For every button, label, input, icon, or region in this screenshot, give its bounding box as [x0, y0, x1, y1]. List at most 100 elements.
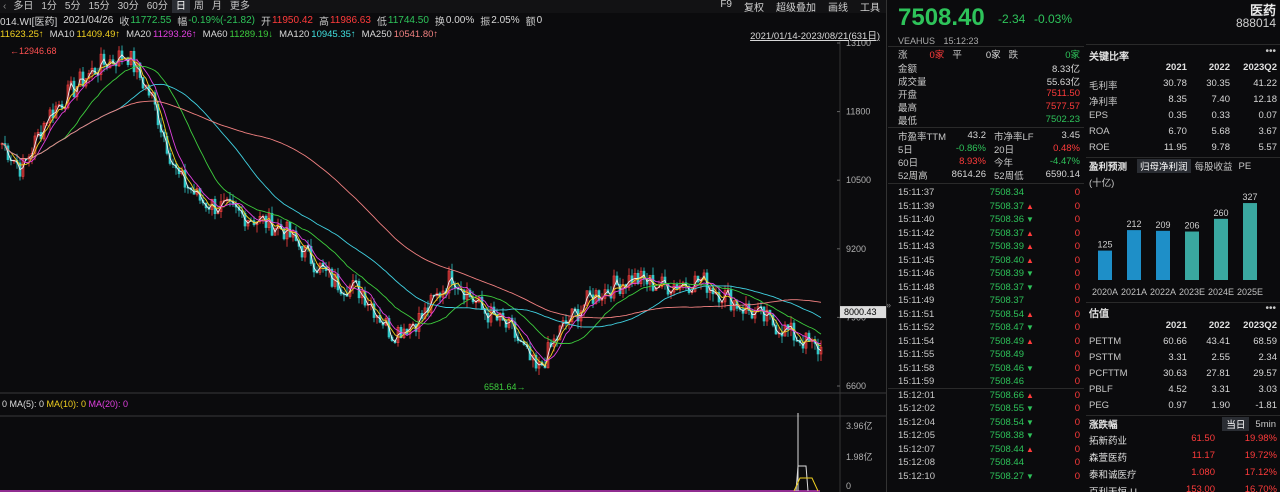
collapse-panel-icon[interactable]: » [886, 300, 892, 310]
mover-name[interactable]: 拓新药业 [1089, 436, 1128, 447]
period-tab-6[interactable]: 日 [171, 0, 190, 13]
volume-axis-tick: 0 [846, 481, 851, 491]
row-value: 30.35 [1206, 78, 1230, 89]
forecast-bar-label: 2023E [1179, 287, 1205, 297]
period-tab-2[interactable]: 5分 [64, 1, 81, 12]
date-range[interactable]: 2021/01/14-2023/08/21(631日) [750, 30, 880, 42]
up-arrow-icon: ▲ [1026, 309, 1034, 319]
candle-body [375, 315, 379, 318]
tab-net-profit[interactable]: 归母净利润 [1137, 159, 1191, 173]
toolbar-button-3[interactable]: 画线 [828, 3, 848, 14]
period-tab-9[interactable]: 更多 [229, 1, 250, 12]
mover-name[interactable]: 森萱医药 [1089, 453, 1128, 464]
candle-body [585, 290, 589, 306]
tick-time: 15:11:54 [898, 335, 935, 347]
period-tab-7[interactable]: 周 [193, 1, 204, 12]
up-arrow-icon: ▲ [1026, 390, 1034, 400]
ma60-label: MA60 [202, 29, 228, 40]
mover-name[interactable]: 百利天恒-U [1089, 484, 1175, 492]
candle-body [66, 84, 70, 109]
toolbar-button-0[interactable]: F9 [720, 0, 732, 10]
mover-row[interactable]: 森萱医药 11.17 19.72% [1089, 450, 1277, 464]
period-tab-3[interactable]: 15分 [88, 1, 110, 12]
tick-row: 15:12:10 7508.27 ▼ 0 [898, 470, 1080, 483]
tick-row: 15:12:08 7508.44 0 [898, 456, 1080, 469]
mover-price: 153.00 [1185, 484, 1215, 492]
candle-body [804, 332, 808, 349]
tick-price: 7508.37 [989, 227, 1024, 239]
scroll-left-icon[interactable]: ‹ [3, 1, 7, 12]
year-header: 2022 [1208, 320, 1230, 331]
tick-row: 15:11:40 7508.36 ▼ 0 [898, 213, 1080, 226]
quote-row-label: 成交量 [898, 76, 927, 88]
ma20-label: MA20 [126, 29, 151, 40]
toolbar-button-2[interactable]: 超级叠加 [776, 3, 816, 14]
ratios-title: 关键比率 [1089, 52, 1129, 63]
row-value: 29.57 [1253, 368, 1277, 379]
tick-price: 7508.38 [989, 430, 1024, 441]
candle-body [333, 273, 337, 287]
candle-body [594, 290, 598, 304]
tick-price: 7508.66 [989, 389, 1024, 401]
mover-row[interactable]: 百利天恒-U 153.00 16.70% [1089, 484, 1277, 492]
period-tab-0[interactable]: 多日 [13, 1, 34, 12]
tick-time: 15:11:59 [898, 376, 935, 387]
tab-today[interactable]: 当日 [1222, 417, 1250, 431]
candle-body [669, 291, 673, 295]
tab-pe[interactable]: PE [1238, 160, 1252, 172]
period-tab-8[interactable]: 月 [211, 1, 222, 12]
dec-label: 跌 [1008, 49, 1019, 61]
last-price: 7508.40 [898, 4, 985, 31]
mover-row[interactable]: 拓新药业 61.50 19.98% [1089, 433, 1277, 447]
forecast-bar-label: 2020A [1092, 287, 1118, 297]
table-row: PEG 0.97 1.90 -1.81 [1089, 400, 1277, 413]
vol-label: 额 [525, 16, 536, 28]
tick-row: 15:11:58 7508.46 ▼ 0 [898, 362, 1080, 375]
row-value: 3.67 [1258, 126, 1277, 137]
tick-price: 7508.40 [989, 254, 1024, 266]
ma-line-0 [1, 54, 822, 368]
tab-5min[interactable]: 5min [1255, 418, 1276, 430]
candle-body [21, 158, 25, 177]
tick-price: 7508.54 [989, 308, 1024, 320]
mover-row[interactable]: 泰和诚医疗 1.080 17.12% [1089, 467, 1277, 481]
period-tab-4[interactable]: 30分 [117, 1, 139, 12]
row-value: 1.90 [1211, 400, 1230, 411]
toolbar-right: F9 复权 超级叠加 画线 工具 [714, 0, 886, 14]
candle-body [246, 220, 250, 227]
table-header: 2021 2022 2023Q2 [1089, 62, 1277, 75]
period-tab-1[interactable]: 1分 [41, 1, 57, 12]
row-value: 2.34 [1258, 352, 1277, 363]
table-row: 毛利率 30.78 30.35 41.22 [1089, 78, 1277, 92]
toolbar-button-1[interactable]: 复权 [744, 3, 764, 14]
tick-price: 7508.34 [989, 187, 1024, 198]
candle-body [210, 198, 214, 210]
period-tab-5[interactable]: 60分 [146, 1, 168, 12]
forecast-bar-chart: 125 2020A 212 2021A 209 2022A 206 2023E 260 2024E… [1092, 192, 1263, 297]
valuation-more-icon[interactable]: ••• [1265, 303, 1276, 314]
ratios-more-icon[interactable]: ••• [1265, 46, 1276, 57]
tick-row: 15:11:42 7508.37 ▲ 0 [898, 227, 1080, 240]
quote-row-value: 7577.57 [1045, 101, 1080, 112]
low-label: 低 [376, 16, 387, 28]
candle-body [150, 92, 154, 96]
row-value: 30.78 [1163, 78, 1187, 89]
quote-row-label: 最高 [898, 102, 918, 114]
row-value: 30.63 [1163, 368, 1187, 379]
toolbar-button-4[interactable]: 工具 [860, 3, 880, 14]
mover-name[interactable]: 泰和诚医疗 [1089, 470, 1137, 481]
row-value: 0.97 [1168, 400, 1187, 411]
adv-label: 涨 [898, 49, 908, 61]
tick-time: 15:11:49 [898, 295, 935, 306]
tick-volume: 0 [1074, 308, 1080, 320]
tick-row: 15:11:45 7508.40 ▲ 0 [898, 254, 1080, 267]
candle-body [351, 280, 355, 287]
kline-chart[interactable]: 1310011800105009200790066008000.430 MA(5… [0, 41, 886, 492]
tick-row: 15:11:55 7508.49 0 [898, 348, 1080, 361]
tick-time: 15:11:58 [898, 362, 935, 374]
ma250-value: 10541.80↑ [393, 29, 439, 40]
tab-eps[interactable]: 每股收益 [1194, 162, 1233, 173]
mover-change: 19.98% [1244, 433, 1277, 444]
row-value: 0.35 [1168, 110, 1187, 121]
candle-body [258, 216, 262, 223]
